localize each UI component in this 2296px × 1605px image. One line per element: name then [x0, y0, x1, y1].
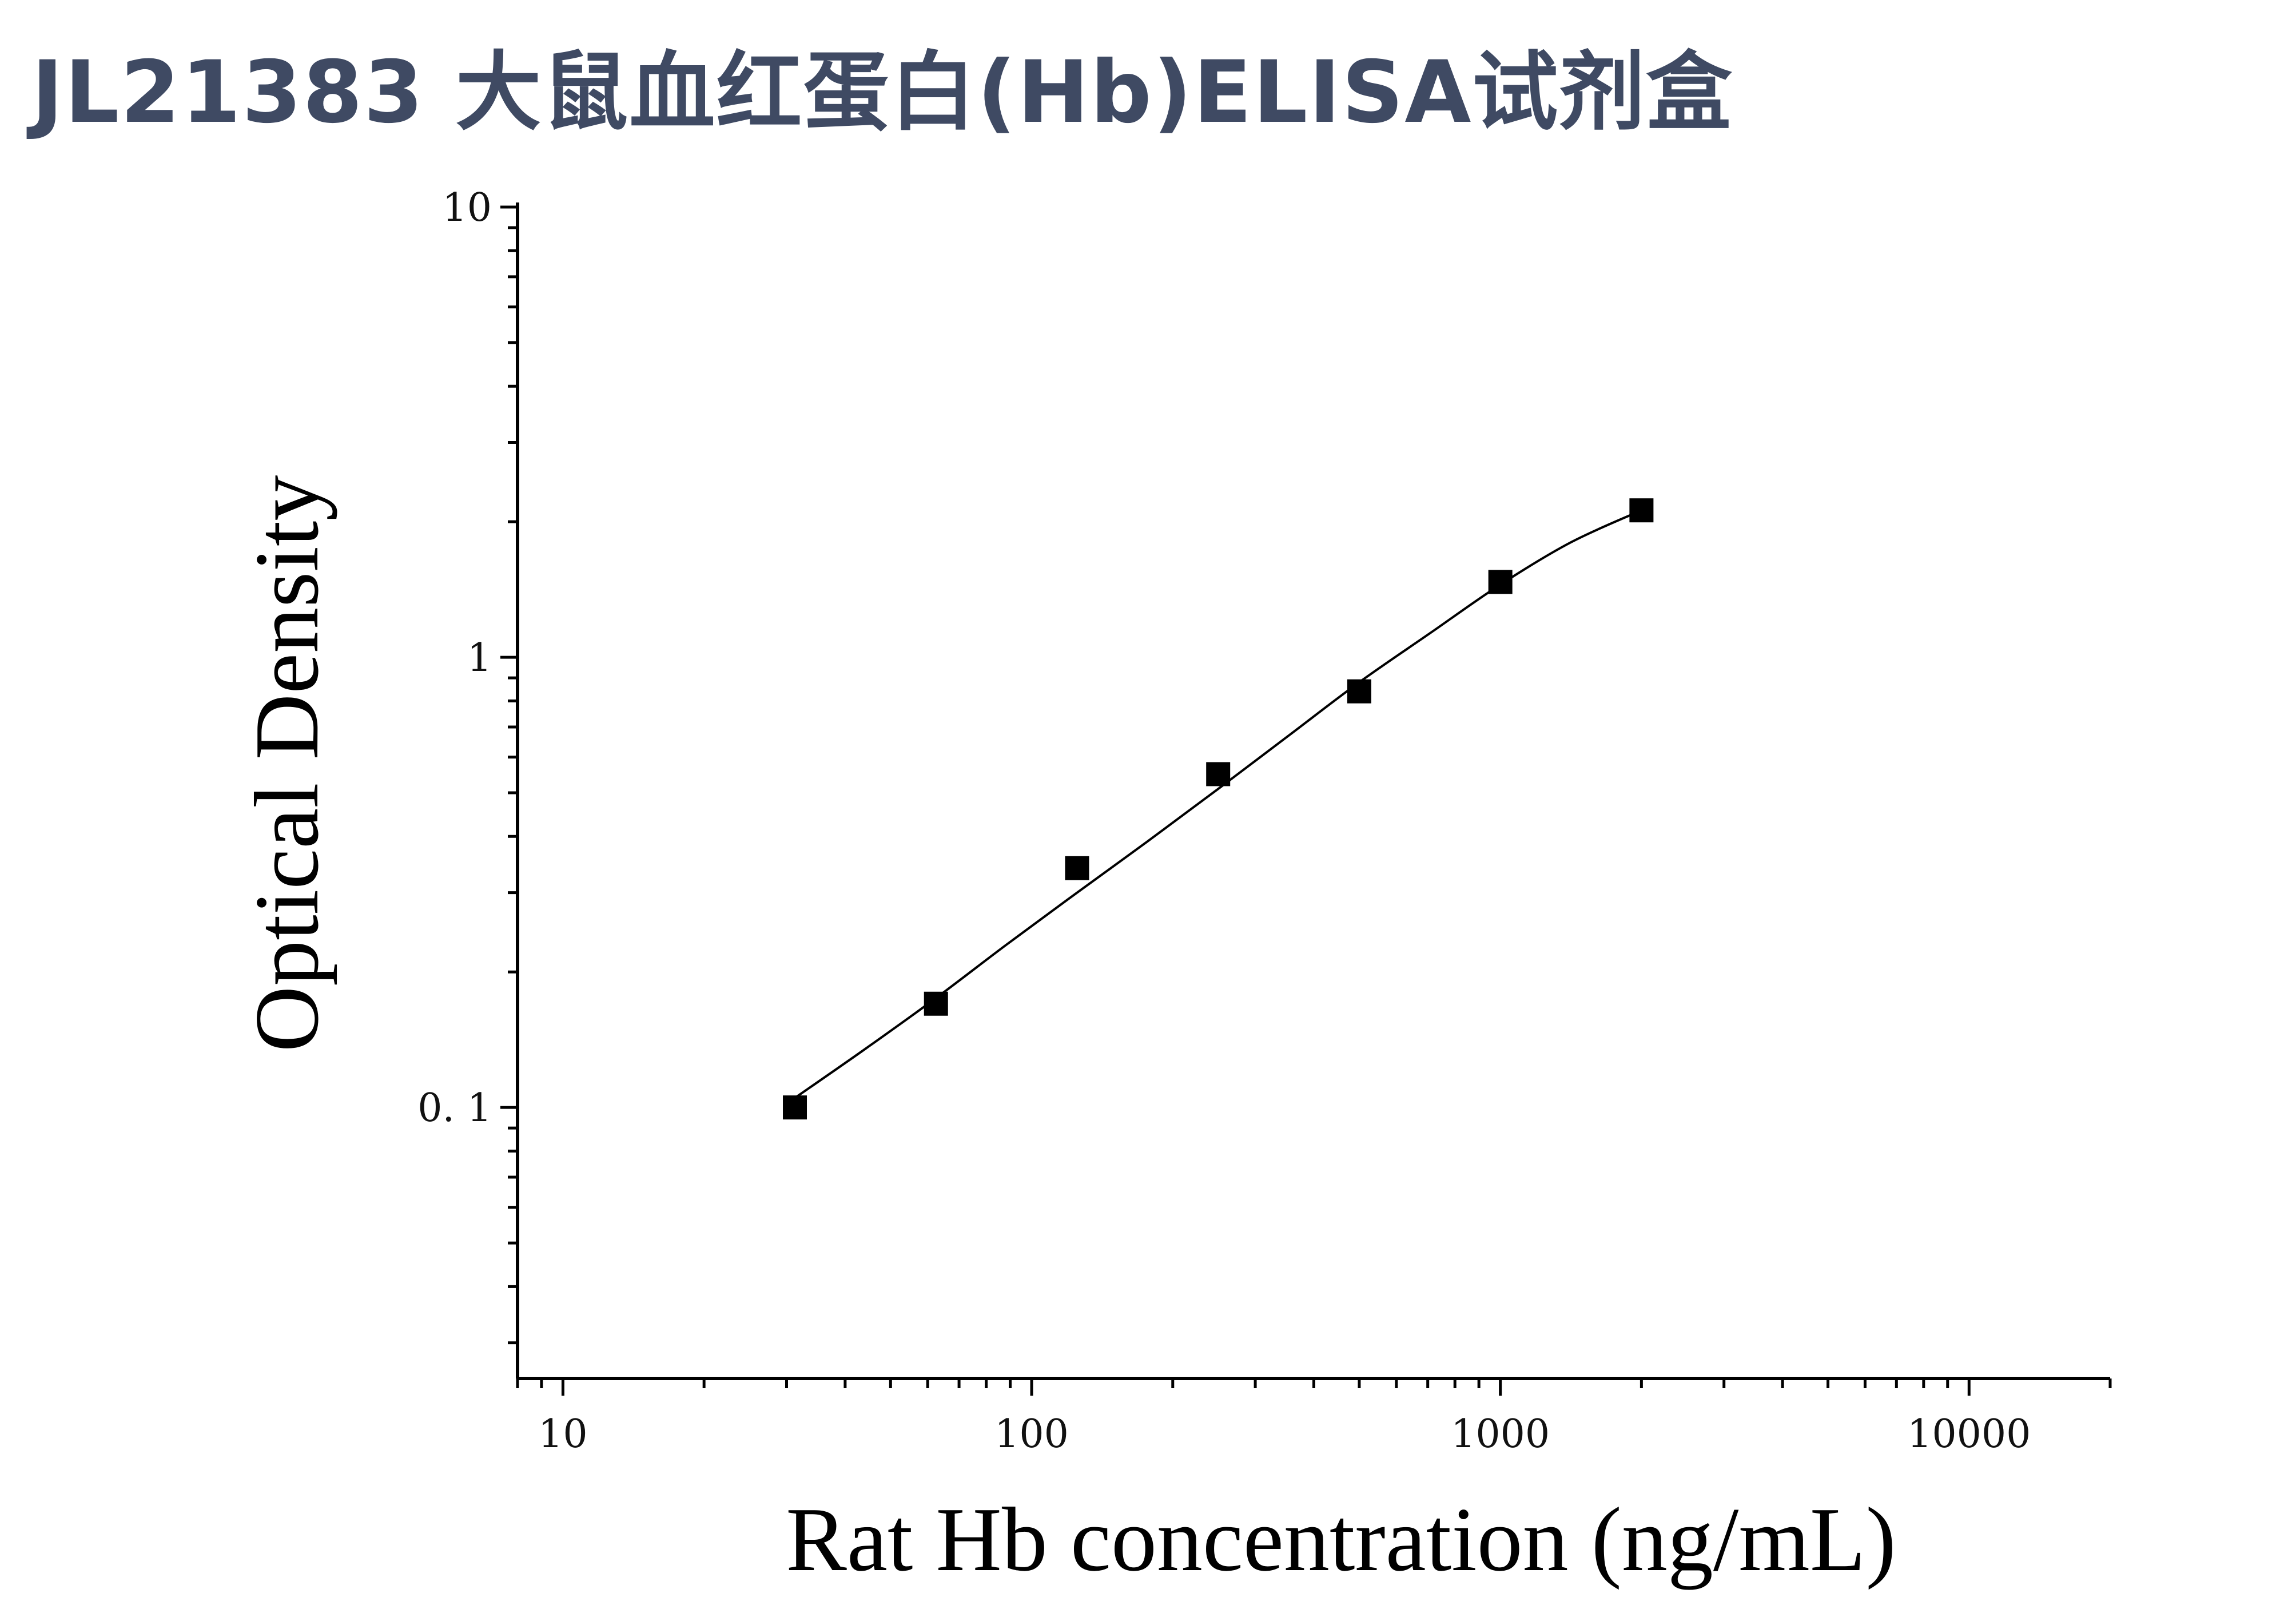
data-point-marker [1065, 856, 1089, 880]
fit-curve-layer [794, 509, 1642, 1099]
data-point-marker [783, 1095, 807, 1120]
x-tick-label: 100 [994, 1412, 1069, 1457]
y-axis-title: Optical Density [236, 475, 337, 1052]
data-point-marker [924, 991, 948, 1016]
x-tick-label: 10000 [1907, 1412, 2031, 1457]
data-point-marker [1488, 570, 1513, 594]
x-tick-label: 10 [538, 1412, 588, 1457]
y-tick-label: 1 [467, 635, 492, 681]
data-points-layer [783, 498, 1654, 1120]
fit-curve-line [794, 509, 1642, 1099]
y-tick-label: 10 [442, 185, 492, 231]
chart-ticks: 0. 1 1 10 10 100 1000 10000 [417, 185, 2112, 1457]
data-point-marker [1347, 679, 1371, 704]
x-axis-title: Rat Hb concentration (ng/mL) [786, 1488, 1896, 1590]
data-point-marker [1206, 762, 1231, 786]
y-tick-label: 0. 1 [417, 1086, 492, 1131]
x-tick-label: 1000 [1451, 1412, 1550, 1457]
chart-axes [516, 202, 2110, 1380]
data-point-marker [1629, 498, 1654, 523]
page-title: JL21383 大鼠血红蛋白(Hb)ELISA试剂盒 [31, 43, 1733, 142]
